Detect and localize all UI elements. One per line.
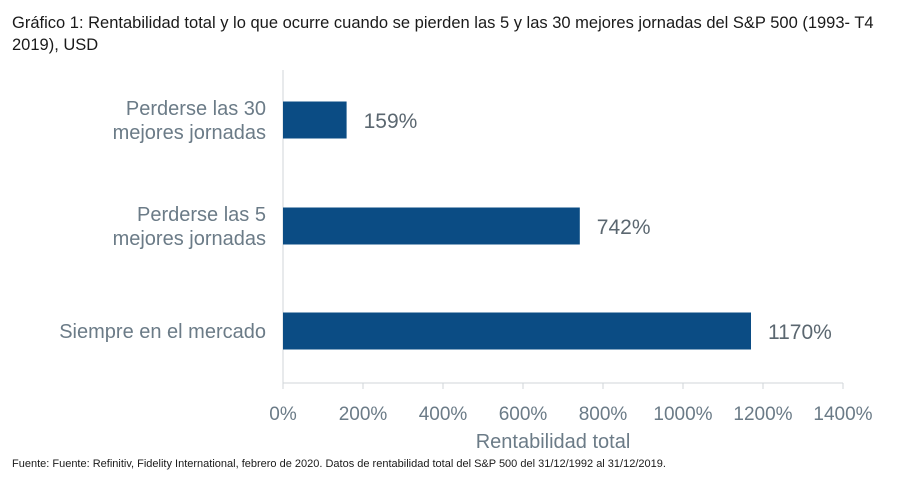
bar xyxy=(283,101,347,139)
x-tick-label: 800% xyxy=(579,404,628,425)
x-axis: 0% 200% 400% 600% 800% 1000% 1200% 1400% xyxy=(269,70,873,425)
bar-value-label: 742% xyxy=(597,216,651,239)
x-tick-label: 200% xyxy=(339,404,388,425)
bars xyxy=(283,101,751,350)
chart-title: Gráfico 1: Rentabilidad total y lo que o… xyxy=(12,14,874,54)
x-tick-label: 0% xyxy=(269,404,297,425)
category-label: Perderse las 5 mejores jornadas xyxy=(113,204,266,250)
x-axis-title: Rentabilidad total xyxy=(476,431,631,453)
x-tick-label: 1200% xyxy=(733,404,792,425)
bar xyxy=(283,207,580,245)
category-label: Siempre en el mercado xyxy=(59,321,266,343)
source-footnote: Fuente: Fuente: Refinitiv, Fidelity Inte… xyxy=(12,458,666,470)
x-tick-label: 600% xyxy=(499,404,548,425)
bar xyxy=(283,312,751,350)
bar-value-label: 159% xyxy=(364,110,418,133)
x-tick-label: 1000% xyxy=(653,404,712,425)
category-label: Perderse las 30 mejores jornadas xyxy=(113,98,266,144)
x-tick-label: 400% xyxy=(419,404,468,425)
bar-value-label: 1170% xyxy=(768,321,832,344)
x-tick-label: 1400% xyxy=(813,404,872,425)
labels: 159% Perderse las 30 mejores jornadas 742% P… xyxy=(59,98,832,344)
